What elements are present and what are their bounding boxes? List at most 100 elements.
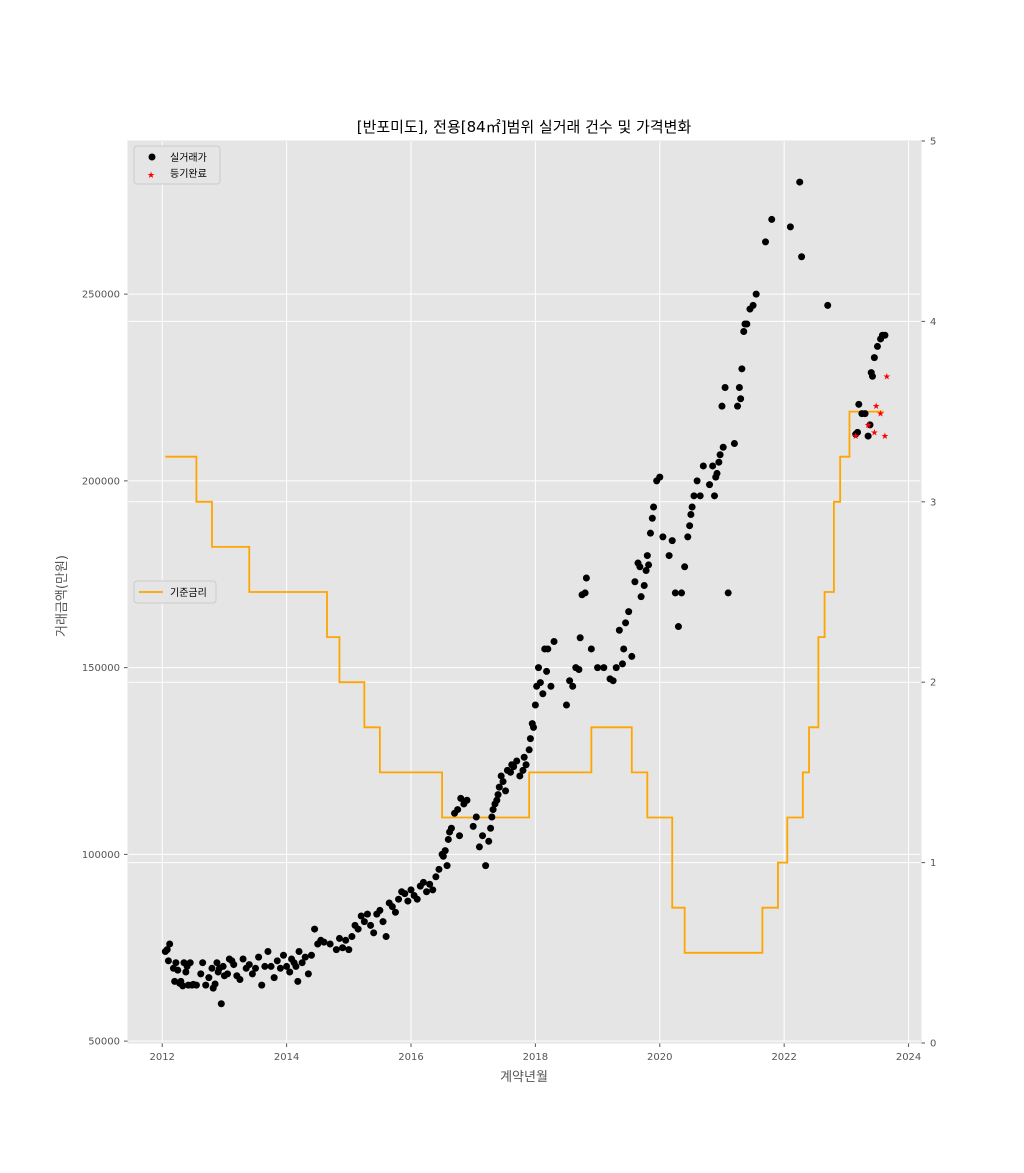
price-point <box>261 962 269 970</box>
price-point <box>656 473 664 481</box>
price-point <box>326 940 334 948</box>
price-point <box>301 953 309 961</box>
price-point <box>443 862 451 870</box>
price-point <box>719 443 727 451</box>
price-point <box>219 962 227 970</box>
price-point <box>213 959 221 967</box>
price-point <box>479 832 487 840</box>
price-point <box>252 964 260 972</box>
price-point <box>482 862 490 870</box>
price-point <box>475 843 483 851</box>
price-point <box>388 903 396 911</box>
price-point <box>186 959 194 967</box>
price-point <box>522 761 530 769</box>
price-point <box>642 567 650 575</box>
price-point <box>718 402 726 410</box>
price-point <box>539 690 547 698</box>
price-point <box>690 492 698 500</box>
price-point <box>796 178 804 186</box>
price-point <box>740 327 748 335</box>
price-point <box>687 510 695 518</box>
price-point <box>199 959 207 967</box>
price-point <box>270 974 278 982</box>
price-point <box>456 832 464 840</box>
grid <box>128 140 921 1044</box>
price-point <box>659 533 667 541</box>
x-axis-label: 계약년월 <box>500 1070 548 1085</box>
price-point <box>245 961 253 969</box>
price-point <box>575 666 583 674</box>
legend-marker-registered: ★ <box>147 171 155 181</box>
price-point <box>295 947 303 955</box>
price-point <box>230 961 238 969</box>
price-point <box>516 772 524 780</box>
price-point <box>534 664 542 672</box>
x-tick-label: 2014 <box>274 1052 299 1063</box>
price-point <box>706 481 714 489</box>
price-point <box>510 763 518 771</box>
price-point <box>646 529 654 537</box>
price-point <box>513 757 521 765</box>
price-point <box>363 910 371 918</box>
price-point <box>267 962 275 970</box>
x-tick-label: 2018 <box>523 1052 548 1063</box>
price-point <box>494 791 502 799</box>
price-point <box>520 753 528 761</box>
price-point <box>566 677 574 685</box>
y-tick-label: 150000 <box>82 663 120 674</box>
price-point <box>716 451 724 459</box>
registered-point: ★ <box>852 432 860 442</box>
price-point <box>587 645 595 653</box>
price-point <box>525 746 533 754</box>
price-point <box>526 735 534 743</box>
price-point <box>628 652 636 660</box>
price-point <box>730 440 738 448</box>
price-point <box>499 778 507 786</box>
legend-box-rate <box>133 580 217 604</box>
price-point <box>721 384 729 392</box>
price-point <box>174 966 182 974</box>
registered-point: ★ <box>864 421 872 431</box>
y2-tick-label: 5 <box>930 137 936 148</box>
price-point <box>684 533 692 541</box>
x-tick-label: 2016 <box>398 1052 423 1063</box>
price-point <box>258 981 266 989</box>
y2-tick-label: 4 <box>930 317 936 328</box>
price-point <box>497 772 505 780</box>
price-point <box>164 957 172 965</box>
price-point <box>283 962 291 970</box>
price-point <box>674 623 682 631</box>
price-point <box>236 976 244 984</box>
registered-points-layer: ★★★★★★★ <box>852 372 891 442</box>
price-point <box>441 847 449 855</box>
price-point <box>502 787 510 795</box>
price-point <box>581 589 589 597</box>
legend-box <box>133 145 221 185</box>
price-point <box>665 552 673 560</box>
price-point <box>636 563 644 571</box>
price-point <box>360 918 368 926</box>
price-point <box>547 682 555 690</box>
price-point <box>536 679 544 687</box>
price-point <box>419 878 427 886</box>
price-point <box>279 951 287 959</box>
price-point <box>749 301 757 309</box>
price-point <box>618 660 626 668</box>
price-point <box>544 645 552 653</box>
price-point <box>550 637 558 645</box>
price-point <box>248 970 256 978</box>
price-point <box>582 574 590 582</box>
price-point <box>407 886 415 894</box>
price-point <box>668 537 676 545</box>
price-point <box>530 723 538 731</box>
rate-line-layer <box>165 410 884 954</box>
price-point <box>715 458 723 466</box>
price-point <box>354 925 362 933</box>
price-point <box>332 946 340 954</box>
y-tick-label: 100000 <box>82 850 120 861</box>
price-point <box>699 462 707 470</box>
price-points-layer <box>161 178 889 1008</box>
price-point <box>454 806 462 814</box>
price-point <box>172 959 180 967</box>
